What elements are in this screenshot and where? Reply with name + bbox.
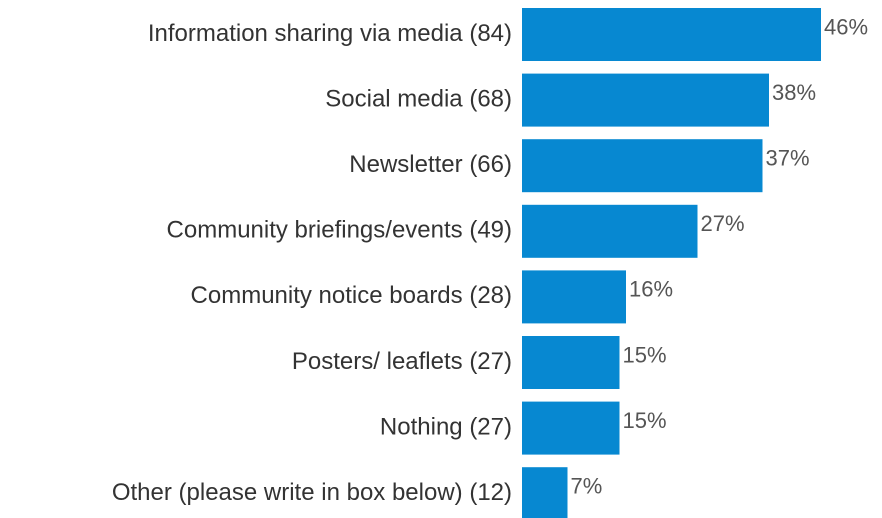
bar bbox=[522, 336, 620, 389]
category-label: Newsletter (66) bbox=[349, 151, 512, 178]
value-label: 15% bbox=[623, 342, 667, 367]
value-label: 46% bbox=[824, 14, 868, 39]
bar bbox=[522, 139, 763, 193]
value-label: 16% bbox=[629, 277, 673, 302]
value-label: 38% bbox=[772, 80, 816, 105]
category-label: Social media (68) bbox=[325, 85, 512, 112]
category-label: Community briefings/events (49) bbox=[167, 217, 512, 244]
category-label: Other (please write in box below) (12) bbox=[112, 479, 512, 506]
category-label: Information sharing via media (84) bbox=[148, 20, 512, 47]
bar bbox=[522, 467, 568, 518]
bar bbox=[522, 270, 626, 324]
bar bbox=[522, 73, 769, 127]
bar bbox=[522, 204, 698, 258]
bar bbox=[522, 401, 620, 455]
value-label: 15% bbox=[623, 408, 667, 433]
bar bbox=[522, 8, 821, 61]
value-label: 7% bbox=[571, 474, 603, 499]
category-label: Posters/ leaflets (27) bbox=[292, 348, 512, 375]
category-label: Community notice boards (28) bbox=[191, 282, 512, 309]
value-label: 27% bbox=[701, 211, 745, 236]
category-label: Nothing (27) bbox=[380, 413, 512, 440]
value-label: 37% bbox=[766, 146, 810, 171]
